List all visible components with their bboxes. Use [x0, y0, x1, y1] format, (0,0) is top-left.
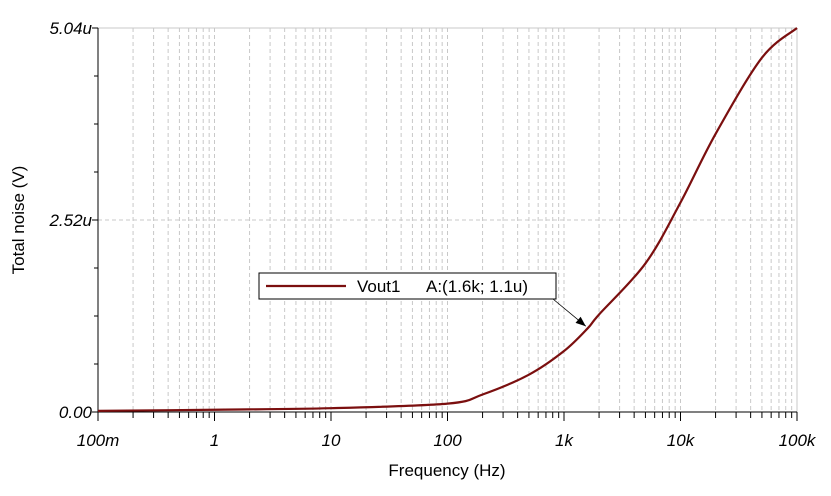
x-tick-label: 10k	[667, 431, 696, 450]
y-tick-label: 0.00	[59, 403, 93, 422]
x-tick-label: 100k	[779, 431, 817, 450]
x-tick-label: 1	[210, 431, 219, 450]
y-tick-label: 2.52u	[48, 211, 92, 230]
series-line-vout1	[97, 27, 798, 412]
grid	[98, 27, 798, 412]
x-tick-label: 100	[433, 431, 462, 450]
marker-arrow	[552, 298, 587, 327]
legend: Vout1 A:(1.6k; 1.1u)	[258, 272, 557, 300]
x-axis-label: Frequency (Hz)	[388, 461, 505, 480]
x-tick-label: 1k	[555, 431, 574, 450]
y-axis-label: Total noise (V)	[9, 166, 28, 275]
tick-labels: 0.00 2.52u 5.04u 100m 1 10 100 1k 10k 100k	[48, 19, 816, 450]
y-tick-label: 5.04u	[49, 19, 92, 38]
x-tick-label: 10	[322, 431, 341, 450]
marker-arrow-head	[575, 316, 586, 327]
legend-label: Vout1	[357, 277, 401, 296]
x-tick-label: 100m	[77, 431, 120, 450]
axes	[92, 27, 798, 421]
legend-annotation: A:(1.6k; 1.1u)	[426, 277, 528, 296]
legend-box	[258, 272, 557, 300]
